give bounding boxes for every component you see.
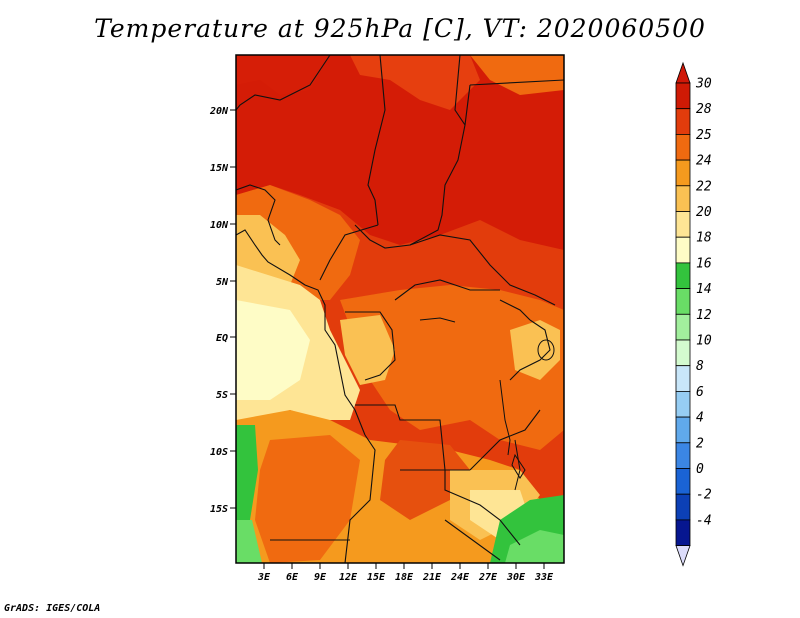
colorbar-label: -2 <box>696 488 712 503</box>
longitude-axis: 3E 6E 9E 12E 15E 18E 21E 24E 27E 30E 33E <box>257 563 554 583</box>
latitude-axis: 20N 15N 10N 5N EQ 5S 10S 15S <box>209 106 236 515</box>
lon-tick-label: 6E <box>286 572 299 583</box>
lon-tick-label: 9E <box>314 572 327 583</box>
colorbar-label: 6 <box>696 385 704 400</box>
colorbar-swatch <box>675 339 691 367</box>
colorbar-label: 4 <box>696 411 704 426</box>
colorbar-label: 28 <box>696 102 712 117</box>
colorbar-label: 20 <box>696 205 712 220</box>
colorbar-swatch <box>675 262 691 289</box>
colorbar-label: 30 <box>695 77 712 92</box>
lon-tick-label: 3E <box>257 572 271 583</box>
colorbar-label: 12 <box>696 308 712 323</box>
colorbar-swatch <box>675 313 691 341</box>
colorbar-swatch <box>675 159 691 187</box>
colorbar-label: 16 <box>696 256 712 271</box>
lat-tick-label: EQ <box>216 333 228 344</box>
colorbar-swatch <box>675 468 691 495</box>
colorbar-label: -4 <box>696 513 712 528</box>
lon-tick-label: 15E <box>367 572 386 583</box>
lon-tick-label: 18E <box>395 572 414 583</box>
lat-tick-label: 20N <box>209 106 229 117</box>
lon-tick-label: 21E <box>422 572 442 583</box>
colorbar-swatch <box>675 519 691 547</box>
chart-title: Temperature at 925hPa [C], VT: 202006050… <box>94 14 706 43</box>
colorbar-label: 8 <box>696 359 704 374</box>
colorbar-label: 10 <box>696 334 712 349</box>
lon-tick-label: 12E <box>339 572 358 583</box>
grads-credit: GrADS: IGES/COLA <box>4 603 101 614</box>
colorbar-top-arrow <box>675 61 691 84</box>
map-frame <box>235 54 565 564</box>
colorbar-label: 25 <box>696 128 712 143</box>
lat-tick-label: 15S <box>210 504 228 515</box>
colorbar-swatch <box>675 82 691 110</box>
lat-tick-label: 5S <box>216 390 228 401</box>
colorbar-swatch <box>675 185 691 212</box>
colorbar-swatch <box>675 211 691 238</box>
colorbar-swatch <box>675 390 691 418</box>
lat-tick-label: 15N <box>210 163 229 174</box>
colorbar-swatch <box>675 108 691 135</box>
colorbar-swatch <box>675 493 691 521</box>
colorbar-swatch <box>675 365 691 392</box>
colorbar-label: 2 <box>696 436 704 451</box>
lon-tick-label: 24E <box>450 572 470 583</box>
lon-tick-label: 27E <box>478 572 498 583</box>
colorbar-swatch <box>675 442 691 469</box>
colorbar-label: 18 <box>696 231 712 246</box>
colorbar-swatch <box>675 236 691 264</box>
lat-tick-label: 5N <box>216 277 229 288</box>
colorbar-label: 14 <box>696 282 712 297</box>
colorbar-swatch <box>675 288 691 315</box>
colorbar-label: 0 <box>696 462 704 477</box>
lat-tick-label: 10N <box>210 220 229 231</box>
lon-tick-label: 30E <box>506 572 526 583</box>
colorbar-label: 22 <box>696 179 712 194</box>
colorbar-swatch <box>675 416 691 444</box>
temperature-field <box>236 55 564 563</box>
colorbar-bottom-arrow <box>675 545 691 567</box>
country-borders <box>236 55 564 563</box>
lat-tick-label: 10S <box>210 447 228 458</box>
lon-tick-label: 33E <box>534 572 554 583</box>
colorbar-label: 24 <box>696 154 712 169</box>
colorbar-swatch <box>675 133 691 161</box>
lakes <box>419 317 555 491</box>
